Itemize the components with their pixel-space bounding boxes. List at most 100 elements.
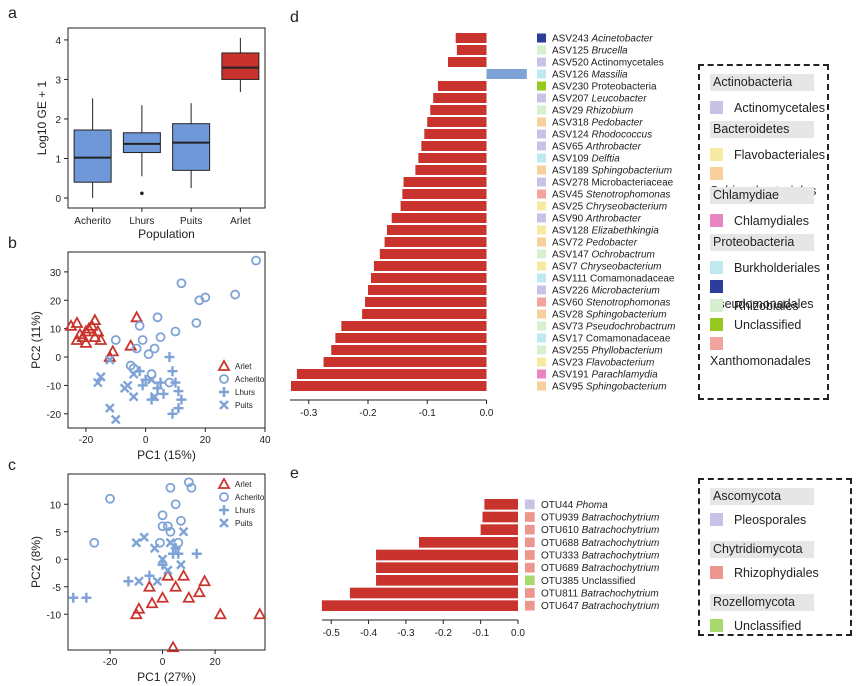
legend-item-actinomycetales: Actinomycetales [710,100,825,117]
legend-group-chytridiomycota: Chytridiomycota [710,541,814,558]
data-point-acherito [105,493,115,504]
bar-id: ASV7 [552,261,580,272]
bar-taxon: Pseudochrobactrum [586,321,676,332]
bar-label-asv65: ASV65 Arthrobacter [552,141,642,152]
bar-id: ASV17 [552,333,586,344]
bar-asv95 [290,381,487,391]
bar-asv147 [379,249,487,259]
data-point-arlet [177,568,191,581]
legend-marker-lhurs [219,505,229,515]
legend-swatch [710,261,723,274]
data-point-lhurs [167,366,178,377]
bar-label-otu939: OTU939 Batrachochytrium [541,513,659,524]
bar-label-asv230: ASV230 Proteobacteria [552,81,657,92]
bar-taxon: Delftia [591,153,620,164]
swatch-asv520 [537,57,546,67]
data-point-lhurs [140,374,151,385]
legend-item-sphingobacteriales: Sphingobacteriales [710,166,827,198]
bar-id: ASV124 [552,129,591,140]
legend-marker-puits [219,518,229,528]
data-point-lhurs [170,543,181,554]
y-axis-label-a: Log10 GE + 1 [35,80,49,155]
bar-taxon: Sphingobacterium [586,381,667,392]
legend-marker-arlet [217,359,231,371]
legend-item-unclassified: Unclassified [710,317,801,334]
bar-label-otu44: OTU44 Phoma [541,500,608,511]
swatch-asv60 [537,297,546,307]
legend-marker-puits [219,400,229,410]
legend-item-chlamydiales: Chlamydiales [710,213,809,230]
legend-label: Pseudomonadales [710,297,814,311]
legend-marker-arlet [217,477,231,489]
legend-label-arlet: Arlet [235,362,252,371]
swatch-otu688 [525,537,535,548]
swatch-asv111 [537,273,546,283]
bar-id: ASV72 [552,237,586,248]
legend-label-lhurs: Lhurs [235,388,255,397]
bar-asv128 [386,225,487,235]
y-tick-label-c: 0 [55,555,61,566]
swatch-asv230 [537,81,546,91]
bar-label-otu647: OTU647 Batrachochytrium [541,601,659,612]
data-point-arlet [142,579,156,592]
bar-otu811 [349,587,518,599]
plot-frame-c [67,473,266,651]
data-point-puits [165,537,176,548]
plot-frame-a [67,27,266,209]
x-tick-label-b: 20 [200,435,212,446]
legend-group-rozellomycota: Rozellomycota [710,594,814,611]
legend-item-burkholderiales: Burkholderiales [710,260,820,277]
bar-asv278 [403,177,487,187]
bar-otu939 [482,511,518,523]
bar-id: ASV73 [552,321,586,332]
legend-label-lhurs: Lhurs [235,506,255,515]
legend-label: Flavobacteriales [734,148,826,162]
bar-label-asv147: ASV147 Ochrobactrum [552,249,655,260]
data-point-acherito [157,521,168,532]
bar-taxon: Comamonadaceae [586,333,671,344]
data-point-lhurs [68,592,79,603]
data-point-arlet [132,601,146,614]
bar-taxon: Sphingobacterium [591,165,672,176]
bar-taxon: Parachlamydia [591,369,658,380]
x-tick-label-e: -0.2 [435,628,453,639]
data-point-lhurs [167,408,178,419]
data-point-lhurs [164,352,175,363]
y-tick-label-a: 4 [55,36,61,47]
data-point-lhurs [137,380,148,391]
bar-taxon: Microbacterium [591,285,659,296]
bar-id: ASV90 [552,213,586,224]
data-point-puits [92,377,103,388]
bar-asv189 [415,165,487,175]
bar-id: ASV520 [552,57,591,68]
swatch-otu811 [525,588,535,598]
legend-label-puits: Puits [235,401,253,410]
swatch-otu647 [525,600,535,611]
bar-taxon: Arthrobacter [585,213,642,224]
data-point-acherito [183,477,194,488]
data-point-acherito [131,343,142,354]
swatch-asv128 [537,225,546,235]
bar-taxon: Proteobacteria [591,81,656,92]
data-point-acherito [191,318,202,328]
box-a [122,132,161,154]
bar-taxon: Ochrobactrum [591,249,654,260]
data-point-arlet [213,607,227,620]
bar-label-asv278: ASV278 Microbacteriaceae [552,177,674,188]
swatch-asv28 [537,309,546,319]
x-tick-label-c: 20 [210,657,222,668]
bar-id: OTU811 [541,589,581,600]
bar-label-otu385: OTU385 Unclassified [541,576,636,587]
bar-label-asv109: ASV109 Delftia [552,153,620,164]
bar-asv111 [370,273,487,283]
bar-id: OTU689 [541,563,582,574]
legend-swatch [710,299,723,312]
bar-label-asv95: ASV95 Sphingobacterium [552,381,667,392]
x-tick-label-e: -0.5 [323,628,341,639]
data-point-arlet [70,333,84,345]
bar-id: OTU333 [541,551,582,562]
data-point-arlet [198,574,212,587]
bar-asv520 [448,57,487,67]
legend-item-rhizophydiales: Rhizophydiales [710,565,819,582]
data-point-puits [157,554,168,565]
